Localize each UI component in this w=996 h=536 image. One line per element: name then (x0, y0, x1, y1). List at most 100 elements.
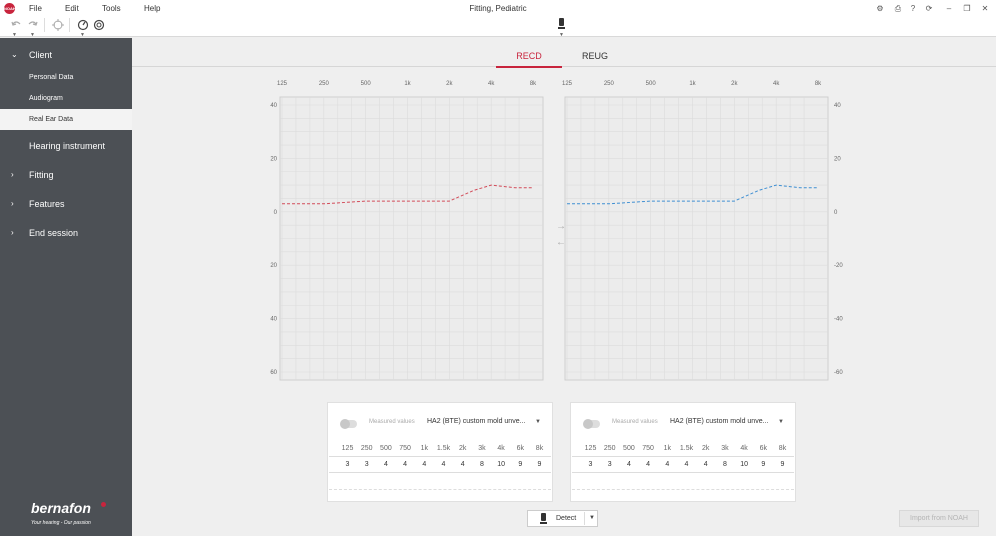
measured-value-cell[interactable]: 10 (740, 461, 748, 468)
menu-help[interactable]: Help (144, 4, 161, 13)
import-from-noah-button[interactable]: Import from NOAH (899, 510, 979, 527)
frequency-header: 500 (380, 445, 392, 452)
frequency-header: 4k (740, 445, 748, 452)
undo-caret-icon[interactable]: ▼ (12, 32, 17, 38)
measured-value-cell[interactable]: 4 (646, 461, 651, 468)
x-tick-label: 250 (604, 81, 615, 87)
measured-value-cell[interactable]: 4 (383, 461, 388, 468)
measured-value-cell[interactable]: 8 (722, 461, 727, 468)
sidebar-item-fitting[interactable]: › Fitting (0, 164, 132, 186)
sidebar-item-end-session[interactable]: › End session (0, 222, 132, 244)
measured-value-cell[interactable]: 10 (497, 461, 505, 468)
question-icon[interactable]: ? (910, 4, 916, 13)
x-tick-label: 125 (562, 81, 573, 87)
measured-value-cell[interactable]: 8 (479, 461, 484, 468)
hearing-aid-icon[interactable] (557, 18, 566, 30)
minimize-icon[interactable]: – (946, 4, 952, 13)
measured-value-cell[interactable]: 4 (703, 461, 708, 468)
instrument-select[interactable]: HA2 (BTE) custom mold unve... (427, 418, 526, 425)
measured-value-cell[interactable]: 3 (364, 461, 369, 468)
speed-icon[interactable] (77, 19, 89, 31)
instrument-select[interactable]: HA2 (BTE) custom mold unve... (670, 418, 769, 425)
restore-icon[interactable]: ❐ (963, 4, 971, 13)
tab-reug[interactable]: REUG (581, 51, 608, 61)
table-divider (572, 456, 794, 457)
frequency-header: 750 (399, 445, 411, 452)
measured-values-toggle[interactable] (583, 419, 600, 429)
detect-label: Detect (556, 515, 577, 522)
menu-tools[interactable]: Tools (102, 4, 121, 13)
frequency-header: 1k (420, 445, 428, 452)
series-line (567, 184, 818, 205)
sidebar-item-client[interactable]: ⌄ Client (0, 44, 132, 66)
measured-value-cell[interactable]: 4 (626, 461, 631, 468)
table-divider (329, 472, 551, 473)
measured-value-cell[interactable]: 9 (761, 461, 766, 468)
measured-value-cell[interactable]: 3 (345, 461, 350, 468)
sidebar-item-audiogram[interactable]: Audiogram (29, 95, 63, 102)
measured-value-cell[interactable]: 9 (518, 461, 523, 468)
frequency-header: 125 (341, 445, 354, 452)
gear-icon[interactable]: ⚙ (876, 4, 884, 13)
frequency-header: 250 (603, 445, 616, 452)
app-logo-icon[interactable]: NOAH (4, 3, 16, 14)
frequency-header: 500 (623, 445, 635, 452)
sidebar-item-label: Client (29, 50, 53, 60)
redo-icon[interactable] (27, 19, 39, 31)
frequency-header: 125 (584, 445, 597, 452)
active-tab-indicator (496, 66, 562, 68)
chevron-down-icon[interactable]: ▼ (589, 515, 595, 521)
instrument-caret-icon[interactable]: ▼ (559, 32, 564, 38)
y-tick-label: 40 (834, 103, 841, 109)
menu-file[interactable]: File (29, 4, 42, 13)
tab-recd[interactable]: RECD (516, 51, 542, 61)
sidebar-item-real-ear-data[interactable]: Real Ear Data (0, 109, 132, 130)
brand-dot-icon (101, 502, 106, 507)
speed-caret-icon[interactable]: ▼ (80, 32, 85, 38)
redo-caret-icon[interactable]: ▼ (30, 32, 35, 38)
undo-icon[interactable] (10, 19, 22, 31)
sidebar-item-features[interactable]: › Features (0, 193, 132, 215)
measured-value-cell[interactable]: 4 (684, 461, 689, 468)
measured-value-cell[interactable]: 4 (403, 461, 408, 468)
measured-value-cell[interactable]: 3 (607, 461, 612, 468)
measured-values-panel-right: Measured values HA2 (BTE) custom mold unv… (327, 402, 553, 502)
measured-value-cell[interactable]: 4 (441, 461, 446, 468)
x-tick-label: 500 (361, 81, 372, 87)
measured-values-toggle[interactable] (340, 419, 357, 429)
chevron-right-icon: › (11, 199, 14, 208)
measured-value-cell[interactable]: 4 (460, 461, 465, 468)
menu-edit[interactable]: Edit (65, 4, 79, 13)
crosshair-icon[interactable] (52, 19, 64, 31)
sync-icon[interactable]: ⟳ (925, 4, 933, 13)
chevron-down-icon: ⌄ (11, 50, 18, 59)
detect-button[interactable]: Detect ▼ (527, 510, 598, 527)
frequency-header: 250 (360, 445, 373, 452)
copy-to-left-arrow-icon[interactable]: → (556, 221, 566, 232)
y-tick-label: 0 (834, 210, 838, 216)
copy-to-right-arrow-icon[interactable]: ← (556, 237, 566, 248)
sidebar-item-personal-data[interactable]: Personal Data (29, 74, 74, 81)
measured-value-cell[interactable]: 9 (537, 461, 542, 468)
feedback-icon[interactable] (93, 19, 105, 31)
chevron-down-icon[interactable]: ▼ (778, 419, 784, 425)
hearing-aid-icon (540, 513, 547, 524)
detect-divider (584, 512, 585, 525)
sidebar-item-hearing-instrument[interactable]: Hearing instrument (0, 135, 132, 157)
frequency-header: 3k (721, 445, 729, 452)
print-icon[interactable]: ⎙ (894, 4, 902, 13)
frequency-header: 3k (478, 445, 486, 452)
measured-value-cell[interactable]: 3 (588, 461, 593, 468)
measured-value-cell[interactable]: 4 (422, 461, 427, 468)
measured-value-cell[interactable]: 4 (665, 461, 670, 468)
measured-values-label: Measured values (612, 419, 658, 425)
chevron-right-icon: › (11, 228, 14, 237)
chevron-down-icon[interactable]: ▼ (535, 419, 541, 425)
close-icon[interactable]: ✕ (981, 4, 989, 13)
recd-left-chart: 125 250 500 1k 2k 4k 8k 40 20 0 -20 -40 -60 (562, 81, 843, 381)
series-line (282, 184, 533, 205)
measured-value-cell[interactable]: 9 (780, 461, 785, 468)
chevron-right-icon: › (11, 170, 14, 179)
x-tick-label: 2k (446, 81, 453, 87)
y-tick-label: -40 (270, 317, 278, 323)
